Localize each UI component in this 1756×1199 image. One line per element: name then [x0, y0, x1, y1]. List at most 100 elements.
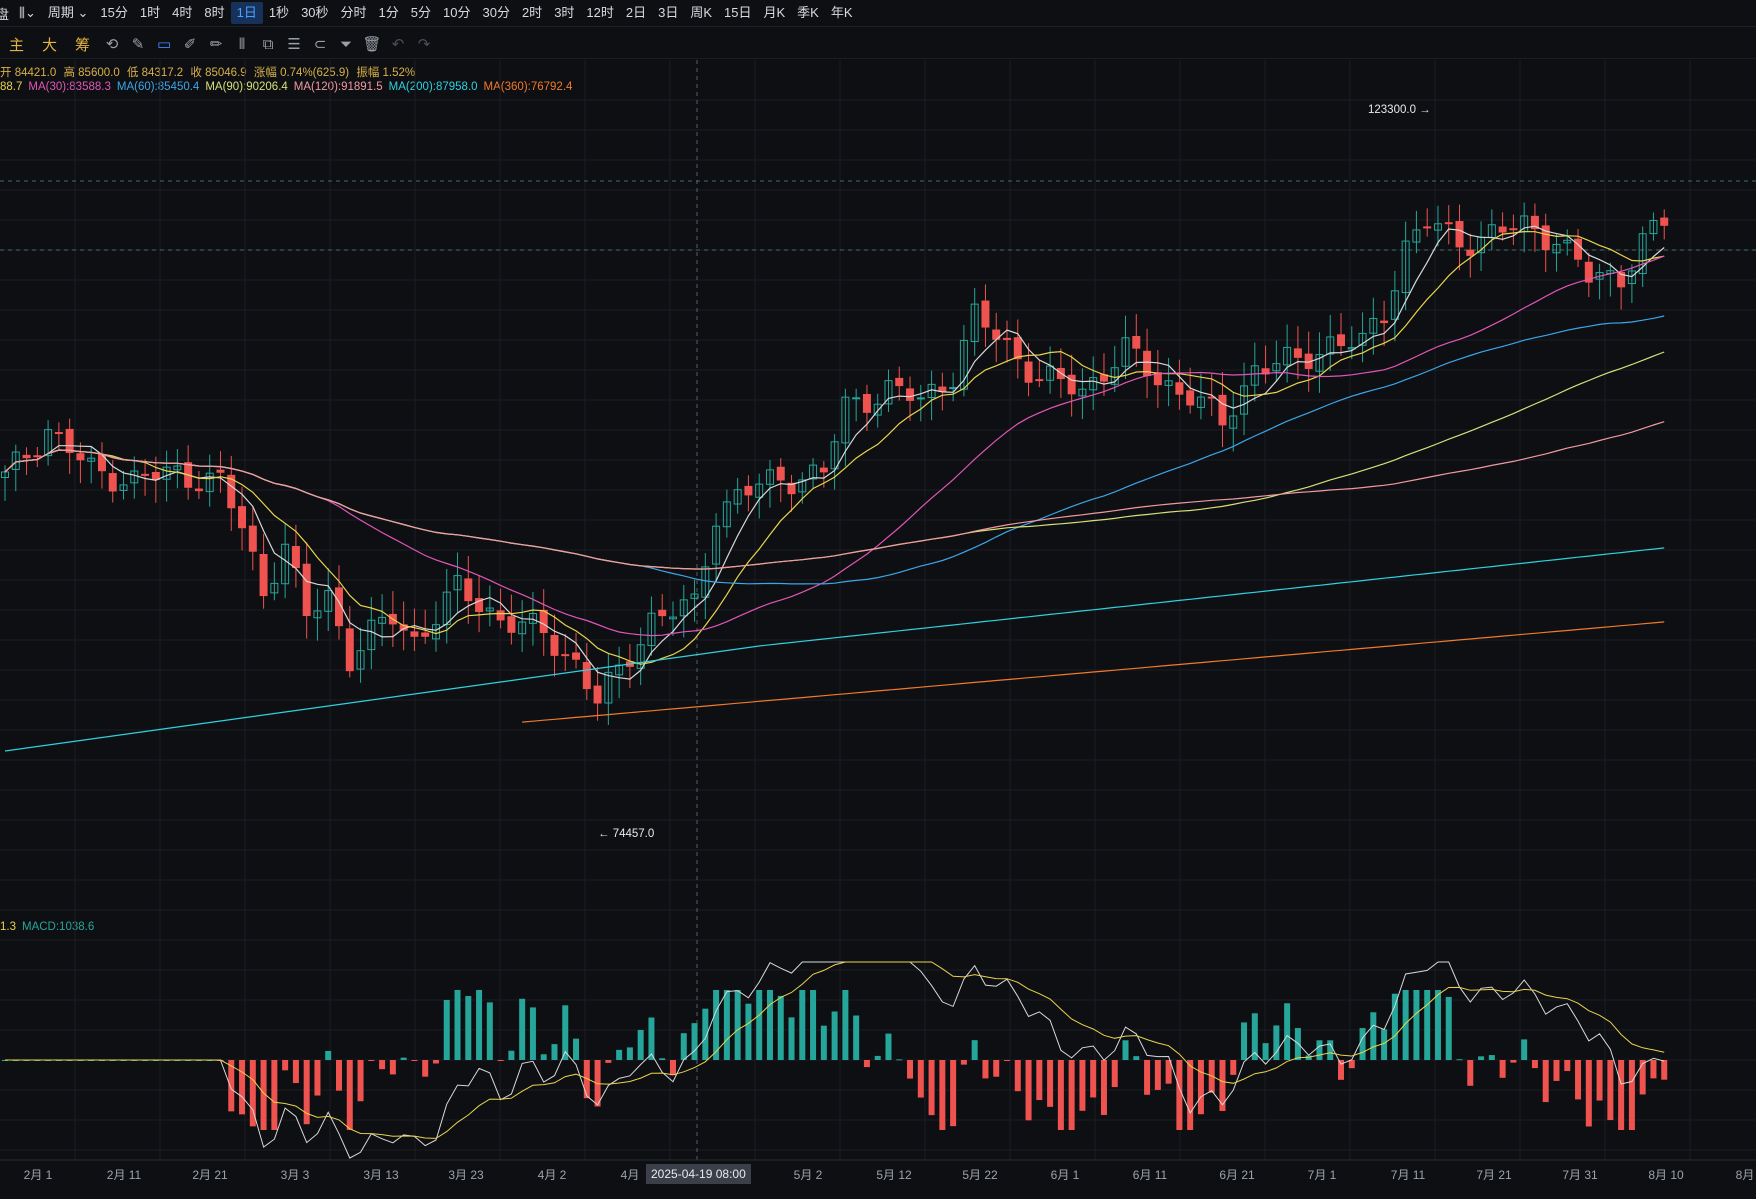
macd-bar — [1531, 1060, 1538, 1069]
drawing-toolbar: 主 大 筹 ⟲ ✎ ▭ ✐ ✏ ⫴ ⧉ ☰ ⊂ ⏷ 🗑 ↶ ↷ — [0, 30, 1756, 59]
macd-bar — [400, 1057, 407, 1060]
period-dropdown[interactable]: 周期 ⌄ — [47, 5, 89, 20]
market-label[interactable]: 盘 — [0, 6, 10, 22]
macd-bar — [874, 1055, 881, 1060]
macd-bar — [1057, 1060, 1064, 1130]
timeframe-14[interactable]: 12时 — [586, 5, 614, 20]
timeframe-3[interactable]: 8时 — [204, 5, 225, 20]
timeframe-17[interactable]: 周K — [690, 5, 713, 20]
candle — [496, 588, 505, 629]
candle — [1078, 368, 1087, 419]
macd-dea-line — [5, 961, 1665, 1139]
candle — [1132, 314, 1141, 367]
pen-icon[interactable]: ✐ — [183, 36, 197, 53]
timeframe-10[interactable]: 10分 — [443, 5, 471, 20]
timeframe-18[interactable]: 15日 — [724, 5, 752, 20]
macd-bar — [993, 1060, 1000, 1077]
candle — [1660, 209, 1669, 240]
x-tick-label: 3月 3 — [281, 1168, 310, 1182]
macd-bar — [1144, 1060, 1151, 1095]
x-tick-label: 8月 — [1736, 1168, 1755, 1182]
timeframe-21[interactable]: 年K — [830, 5, 853, 20]
pencil-icon[interactable]: ✏ — [209, 36, 223, 53]
macd-bar — [573, 1038, 580, 1060]
ruler-icon[interactable]: ▭ — [156, 36, 172, 53]
macd-bar — [1456, 1059, 1463, 1061]
draw-icon[interactable]: ✎ — [131, 36, 145, 53]
candle — [625, 643, 634, 688]
macd-bar — [1445, 996, 1452, 1060]
timeframe-15[interactable]: 2日 — [625, 5, 647, 20]
macd-bar — [907, 1060, 914, 1079]
note-icon[interactable]: ☰ — [287, 36, 301, 53]
timeframe-5[interactable]: 1秒 — [268, 5, 290, 20]
copy-icon[interactable]: ⧉ — [262, 35, 274, 53]
magnet-icon[interactable]: ⊂ — [313, 36, 327, 53]
macd-bar — [702, 1008, 709, 1060]
tab-large[interactable]: 大 — [42, 36, 58, 54]
candle — [884, 369, 893, 412]
timeframe-1[interactable]: 1时 — [139, 5, 161, 20]
filter-icon[interactable]: ⏷ — [340, 35, 353, 53]
timeframe-19[interactable]: 月K — [763, 5, 786, 20]
moving-averages-layer — [4, 225, 1665, 752]
timeframe-12[interactable]: 2时 — [521, 5, 543, 20]
ma5-line — [4, 225, 1665, 680]
candle — [44, 420, 53, 466]
change-value: 涨幅 0.74%(625.9) — [253, 67, 350, 79]
candle-icon[interactable]: ⫼⌄ — [19, 5, 36, 20]
candle — [949, 372, 958, 402]
x-tick-label: 2月 1 — [24, 1168, 53, 1182]
macd-bar — [292, 1060, 299, 1084]
timeframe-8[interactable]: 1分 — [378, 5, 399, 20]
redo-icon[interactable]: ↷ — [417, 36, 431, 53]
macd-bar — [1068, 1060, 1075, 1130]
macd-bar — [1402, 990, 1409, 1060]
tab-chips[interactable]: 筹 — [75, 36, 91, 54]
candle — [119, 470, 128, 500]
macd-bar — [1025, 1060, 1032, 1121]
open-value: 开 84421.0 — [0, 67, 57, 79]
timeframe-20[interactable]: 季K — [797, 5, 819, 20]
candle — [1369, 297, 1378, 355]
candle — [238, 486, 247, 551]
macd-bar — [1133, 1056, 1140, 1060]
candle — [830, 434, 839, 490]
trash-icon[interactable]: 🗑 — [362, 36, 382, 53]
candle — [1143, 328, 1152, 399]
macd-bar — [1079, 1060, 1086, 1111]
macd-bar — [616, 1049, 623, 1060]
timeframe-4[interactable]: 1日 — [230, 2, 263, 24]
timeframe-0[interactable]: 15分 — [100, 5, 128, 20]
timeframe-11[interactable]: 30分 — [482, 5, 510, 20]
macd-bar — [1370, 1012, 1377, 1060]
macd-bar — [1575, 1060, 1582, 1100]
macd-legend: 1.3 MACD:1038.6 — [0, 921, 100, 933]
macd-bar — [691, 1023, 698, 1060]
macd-bar — [1359, 1028, 1366, 1060]
timeframe-9[interactable]: 5分 — [410, 5, 432, 20]
indicator-icon[interactable]: ⟲ — [105, 36, 119, 53]
timeframe-7[interactable]: 分时 — [340, 5, 367, 20]
undo-icon[interactable]: ↶ — [391, 36, 405, 53]
macd-bar — [1564, 1060, 1571, 1072]
macd-bar — [863, 1060, 870, 1068]
crosshair-date-label: 2025-04-19 08:00 — [646, 1164, 751, 1184]
macd-bar — [443, 999, 450, 1060]
candle — [1046, 346, 1055, 394]
timeframe-2[interactable]: 4时 — [172, 5, 193, 20]
ohlc-legend: 开 84421.0 高 85600.0 低 84317.2 收 85046.9 … — [0, 64, 419, 80]
timeframe-6[interactable]: 30秒 — [301, 5, 329, 20]
timeframe-13[interactable]: 3时 — [554, 5, 575, 20]
macd-bar — [1262, 1043, 1269, 1060]
candle — [604, 653, 613, 725]
timeframe-16[interactable]: 3日 — [658, 5, 679, 20]
tab-main[interactable]: 主 — [9, 36, 25, 54]
candle — [453, 552, 462, 613]
candles-icon[interactable]: ⫴ — [238, 35, 246, 53]
x-tick-label: 5月 22 — [962, 1168, 998, 1182]
annotations-layer: 123300.0 → ← 74457.0 — [598, 104, 1431, 840]
candle — [701, 553, 710, 620]
ma-legend-item-3: MA(90):90206.4 — [205, 81, 288, 93]
